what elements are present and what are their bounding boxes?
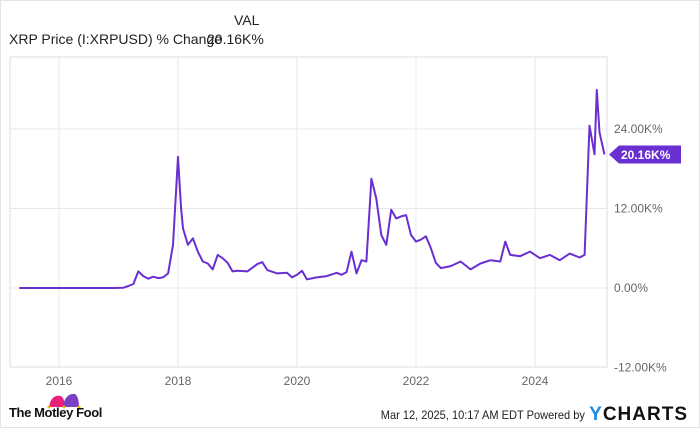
timestamp: Mar 12, 2025, 10:17 AM EDT Powered by [381, 408, 585, 422]
y-tick-label: -12.00K% [614, 361, 667, 375]
y-axis-ticks: 24.00K% 12.00K% 0.00% -12.00K% [614, 122, 667, 375]
last-value-badge: 20.16K% [609, 145, 681, 164]
motley-fool-wordmark: The Motley Fool [9, 405, 102, 420]
legend-series-label: XRP Price (I:XRPUSD) % Change [9, 31, 222, 47]
last-value-label: 20.16K% [621, 148, 671, 162]
xrp-percent-change-line [19, 88, 606, 289]
legend-column-header: VAL [234, 12, 260, 28]
y-tick-label: 24.00K% [614, 122, 663, 136]
timestamp-text: Mar 12, 2025, 10:17 AM EDT [380, 408, 524, 422]
x-axis-ticks: 2016 2018 2020 2022 2024 [46, 374, 549, 388]
legend-row: XRP Price (I:XRPUSD) % Change 20.16K% [9, 31, 264, 47]
x-tick-label: 2020 [284, 374, 311, 388]
y-tick-label: 0.00% [614, 281, 648, 295]
gridlines [9, 56, 608, 368]
ycharts-logo-y: Y [589, 404, 603, 425]
jester-hat-icon [47, 393, 81, 409]
x-tick-label: 2022 [403, 374, 430, 388]
x-tick-label: 2016 [46, 374, 73, 388]
y-tick-label: 12.00K% [614, 202, 663, 216]
x-tick-label: 2024 [522, 374, 549, 388]
x-tick-label: 2018 [165, 374, 192, 388]
ycharts-logo-text: CHARTS [602, 404, 688, 425]
footer-attribution: Mar 12, 2025, 10:17 AM EDT Powered by YC… [363, 404, 688, 426]
legend-series-value: 20.16K% [207, 31, 264, 47]
powered-by-text: Powered by [526, 408, 586, 422]
ycharts-logo: YCHARTS [589, 404, 688, 426]
